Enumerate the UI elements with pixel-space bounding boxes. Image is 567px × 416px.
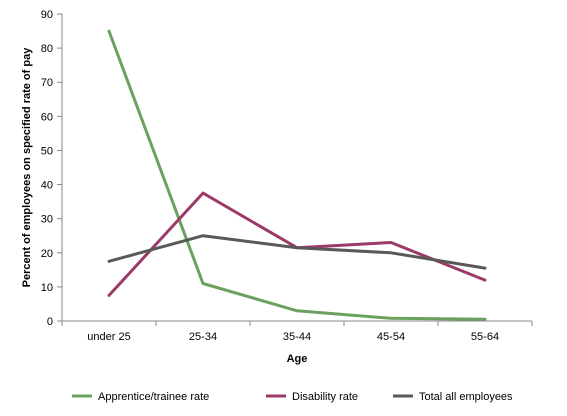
y-tick-label: 40: [41, 180, 53, 192]
series-line-1: [107, 191, 487, 297]
y-axis-ticks: 0 10 20 30 40 50 60 70 80 90: [41, 9, 62, 328]
y-tick-label: 0: [47, 316, 53, 328]
y-tick-label: 80: [41, 43, 53, 55]
series-line-2: [107, 234, 487, 270]
series-lines: [107, 29, 487, 321]
y-tick-label: 50: [41, 145, 53, 157]
legend-label: Disability rate: [292, 391, 358, 403]
series-line-0: [107, 29, 487, 321]
y-tick-label: 90: [41, 9, 53, 21]
x-tick-label: 25-34: [189, 331, 217, 343]
x-axis-title: Age: [287, 353, 308, 365]
y-tick-label: 70: [41, 77, 53, 89]
y-tick-label: 60: [41, 111, 53, 123]
x-axis-ticks: under 25 25-34 35-44 45-54 55-64: [61, 321, 533, 343]
x-tick-label: 45-54: [377, 331, 405, 343]
y-tick-label: 30: [41, 214, 53, 226]
legend-label: Apprentice/trainee rate: [98, 391, 209, 403]
x-tick-label: 35-44: [283, 331, 311, 343]
legend: Apprentice/trainee rate Disability rate To…: [72, 391, 513, 403]
legend-label: Total all employees: [419, 391, 513, 403]
x-tick-label: under 25: [87, 331, 130, 343]
y-tick-label: 10: [41, 282, 53, 294]
x-tick-label: 55-64: [471, 331, 499, 343]
y-tick-label: 20: [41, 248, 53, 260]
y-axis-title: Percent of employees on specified rate o…: [21, 47, 33, 288]
